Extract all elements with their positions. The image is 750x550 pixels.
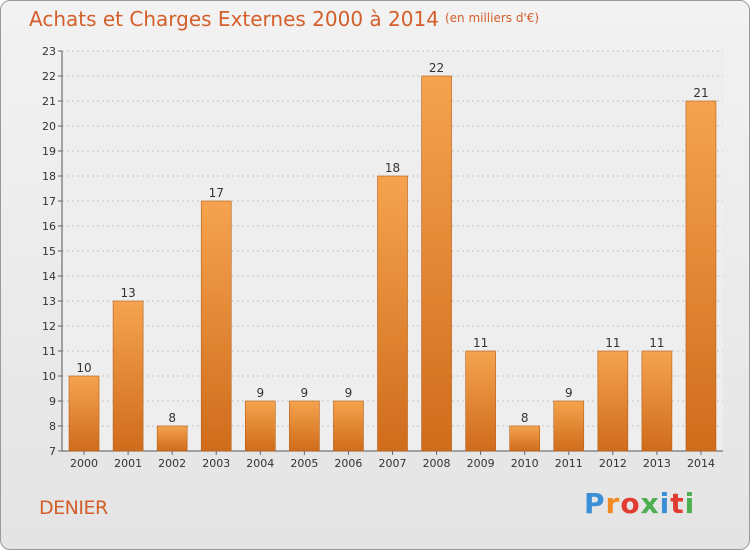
- bar-value-label: 17: [209, 186, 224, 200]
- title-text: Achats et Charges Externes 2000 à 2014: [29, 7, 439, 31]
- bar-2003: [200, 200, 232, 452]
- x-tick-label: 2006: [334, 457, 362, 470]
- y-tick-label: 10: [42, 370, 56, 383]
- bar-2012: [597, 350, 629, 452]
- bar-2011: [553, 400, 585, 452]
- y-tick-label: 20: [42, 120, 56, 133]
- y-tick-label: 15: [42, 245, 56, 258]
- y-tick-label: 13: [42, 295, 56, 308]
- bar-value-label: 11: [473, 336, 488, 350]
- bar-2014: [685, 100, 717, 452]
- logo-letter: x: [640, 487, 660, 520]
- x-tick-label: 2007: [379, 457, 407, 470]
- bar-value-label: 9: [345, 386, 353, 400]
- bar-value-label: 10: [76, 361, 91, 375]
- bar-2004: [245, 400, 276, 452]
- logo-letter: o: [620, 487, 641, 520]
- bar-2006: [333, 400, 364, 452]
- y-tick-label: 7: [49, 445, 56, 458]
- y-tick-label: 23: [42, 45, 56, 58]
- x-tick-label: 2004: [246, 457, 274, 470]
- logo-letter: t: [670, 487, 685, 520]
- x-tick-label: 2010: [511, 457, 539, 470]
- bar-2002: [156, 425, 188, 452]
- y-tick-label: 17: [42, 195, 56, 208]
- x-tick-label: 2008: [423, 457, 451, 470]
- y-tick-label: 18: [42, 170, 56, 183]
- commune-name: DENIER: [39, 497, 108, 519]
- bar-2008: [421, 75, 452, 452]
- logo-letter: i: [659, 487, 671, 520]
- y-tick-label: 12: [42, 320, 56, 333]
- x-tick-label: 2014: [687, 457, 715, 470]
- x-tick-label: 2002: [158, 457, 186, 470]
- y-tick-label: 11: [42, 345, 56, 358]
- title-unit: (en milliers d'€): [444, 11, 540, 25]
- bar-value-label: 8: [168, 411, 176, 425]
- x-tick-label: 2009: [467, 457, 495, 470]
- x-tick-label: 2005: [290, 457, 318, 470]
- bar-value-label: 9: [301, 386, 309, 400]
- x-tick-label: 2013: [643, 457, 671, 470]
- y-tick-label: 19: [42, 145, 56, 158]
- y-tick-label: 14: [42, 270, 56, 283]
- bar-2007: [377, 175, 408, 452]
- bar-value-label: 9: [256, 386, 264, 400]
- proxiti-logo: Proxiti: [584, 487, 695, 520]
- bar-value-label: 18: [385, 161, 400, 175]
- x-tick-label: 2012: [599, 457, 627, 470]
- bar-2005: [289, 400, 320, 452]
- bar-2009: [465, 350, 496, 452]
- x-tick-label: 2003: [202, 457, 230, 470]
- bar-2010: [509, 425, 541, 452]
- bar-value-label: 11: [605, 336, 620, 350]
- bar-value-label: 13: [120, 286, 135, 300]
- x-tick-label: 2000: [70, 457, 98, 470]
- logo-letter: P: [584, 487, 606, 520]
- bar-value-label: 9: [565, 386, 573, 400]
- x-tick-label: 2011: [555, 457, 583, 470]
- y-tick-label: 8: [49, 420, 56, 433]
- bar-value-label: 22: [429, 61, 444, 75]
- y-tick-label: 9: [49, 395, 56, 408]
- bar-value-label: 21: [693, 86, 708, 100]
- bar-2000: [68, 375, 100, 452]
- y-tick-label: 22: [42, 70, 56, 83]
- y-tick-label: 21: [42, 95, 56, 108]
- logo-letter: r: [605, 487, 621, 520]
- bar-value-label: 11: [649, 336, 664, 350]
- y-tick-label: 16: [42, 220, 56, 233]
- chart-title: Achats et Charges Externes 2000 à 2014 (e…: [29, 7, 539, 31]
- bar-value-label: 8: [521, 411, 529, 425]
- logo-letter: i: [684, 487, 696, 520]
- bar-2013: [641, 350, 673, 452]
- x-tick-label: 2001: [114, 457, 142, 470]
- bar-2001: [112, 300, 144, 452]
